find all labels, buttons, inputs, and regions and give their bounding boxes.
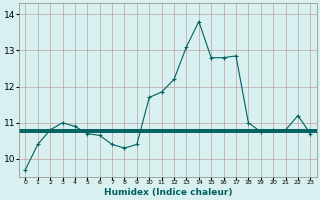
X-axis label: Humidex (Indice chaleur): Humidex (Indice chaleur) <box>104 188 232 197</box>
